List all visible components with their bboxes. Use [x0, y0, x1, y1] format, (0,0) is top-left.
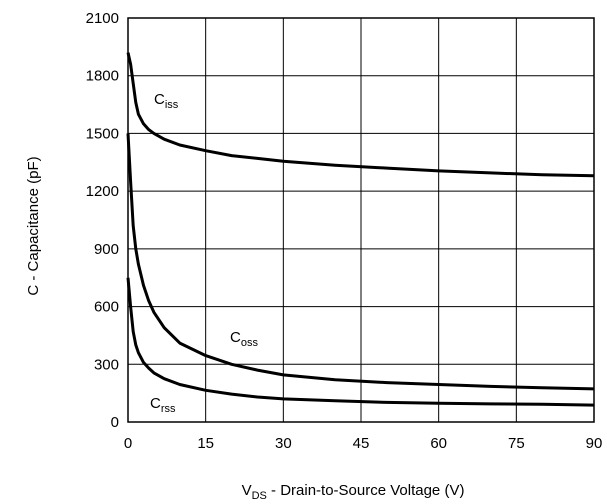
- y-tick-label: 1500: [86, 125, 119, 142]
- y-tick-label: 0: [111, 414, 119, 431]
- y-tick-label: 1800: [86, 68, 119, 85]
- y-tick-label: 1200: [86, 183, 119, 200]
- y-tick-labels: 0 300 600 900 1200 1500 1800 2100: [86, 10, 119, 431]
- y-tick-label: 2100: [86, 10, 119, 27]
- x-tick-label: 45: [353, 435, 370, 452]
- series-label-coss: Coss: [230, 329, 258, 349]
- x-tick-labels: 0 15 30 45 60 75 90: [124, 435, 603, 452]
- series-labels: Ciss Coss Crss: [150, 91, 258, 415]
- x-tick-label: 60: [430, 435, 447, 452]
- y-tick-label: 900: [94, 241, 119, 258]
- plot-frame: [127, 17, 595, 423]
- x-tick-label: 0: [124, 435, 132, 452]
- series-label-crss: Crss: [150, 395, 176, 415]
- x-axis-title: VDS - Drain-to-Source Voltage (V): [242, 482, 465, 502]
- x-tick-label: 30: [275, 435, 292, 452]
- series-line-ciss: [126, 52, 595, 178]
- y-tick-label: 600: [94, 299, 119, 316]
- grid: [127, 17, 595, 423]
- curves: [126, 52, 595, 407]
- x-tick-label: 15: [197, 435, 214, 452]
- y-axis-title: C - Capacitance (pF): [25, 156, 42, 295]
- series-label-ciss: Ciss: [154, 91, 179, 111]
- y-tick-label: 300: [94, 356, 119, 373]
- series-line-crss: [126, 277, 595, 407]
- x-tick-label: 75: [508, 435, 525, 452]
- x-tick-label: 90: [586, 435, 603, 452]
- series-line-coss: [126, 133, 595, 391]
